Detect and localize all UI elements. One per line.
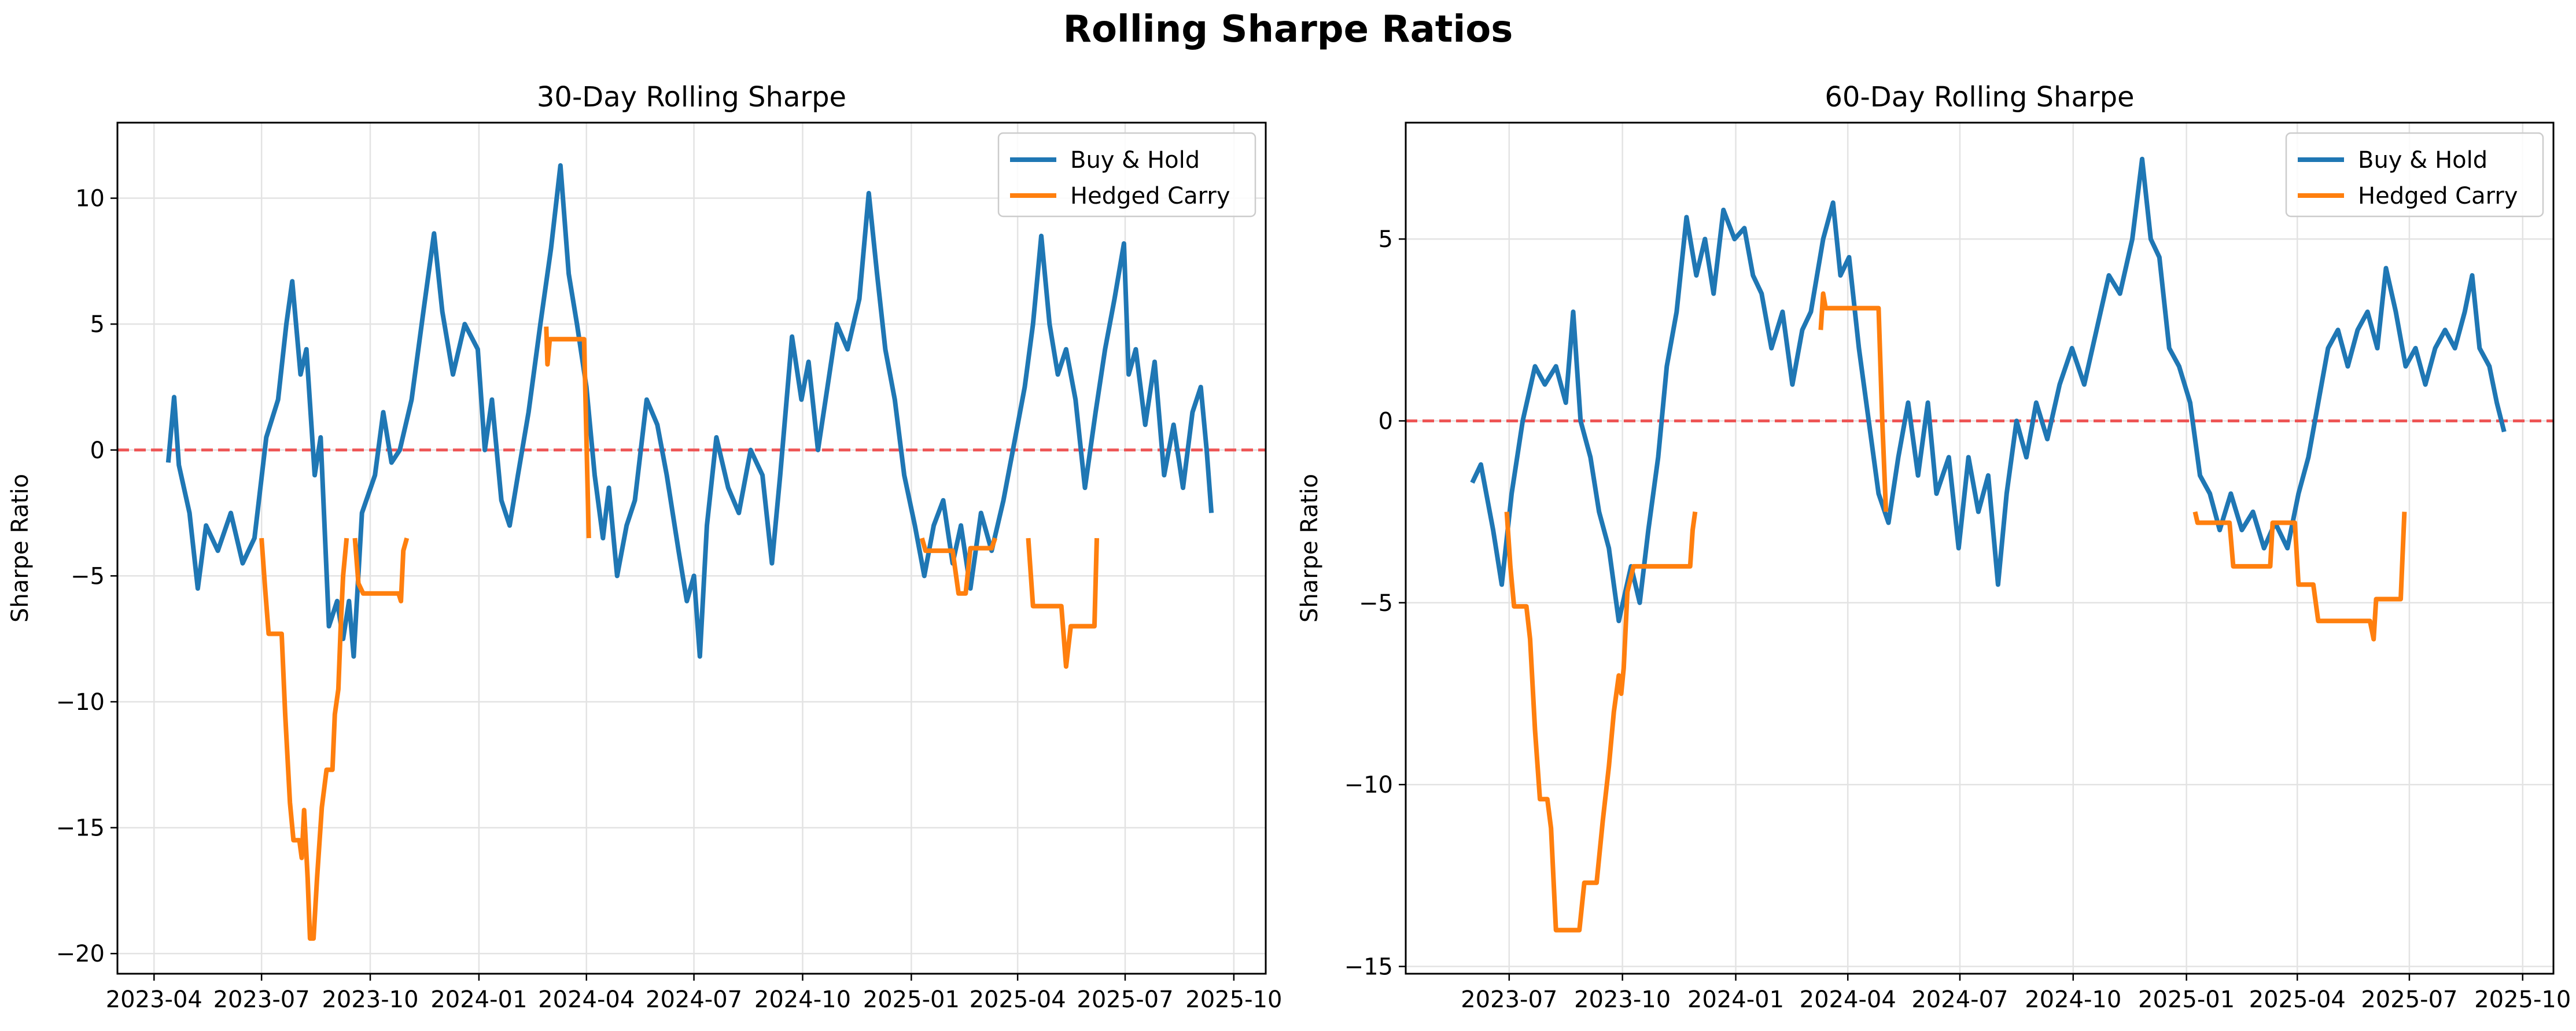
x-tick-label: 2023-04 bbox=[106, 986, 202, 1013]
series-line bbox=[544, 326, 591, 539]
legend-label: Hedged Carry bbox=[1070, 183, 1230, 209]
y-tick-label: 10 bbox=[75, 186, 105, 212]
y-tick-label: −10 bbox=[56, 689, 105, 716]
x-tick-label: 2025-01 bbox=[863, 986, 960, 1013]
x-tick-label: 2024-01 bbox=[1687, 986, 1784, 1013]
y-tick-label: 0 bbox=[90, 437, 105, 464]
x-tick-label: 2024-04 bbox=[1800, 986, 1896, 1013]
x-tick-label: 2024-01 bbox=[430, 986, 527, 1013]
y-tick-label: −20 bbox=[56, 941, 105, 967]
y-tick-label: −5 bbox=[1359, 590, 1393, 617]
series-hedged-carry bbox=[1504, 291, 2407, 933]
legend-box bbox=[2285, 132, 2544, 218]
x-tick-label: 2023-10 bbox=[1574, 986, 1671, 1013]
x-tick-label: 2025-04 bbox=[2249, 986, 2346, 1013]
x-tick-label: 2025-07 bbox=[2361, 986, 2457, 1013]
x-tick-label: 2023-07 bbox=[213, 986, 310, 1013]
legend-label: Buy & Hold bbox=[1070, 147, 1200, 174]
series-buy-and-hold bbox=[1470, 156, 2507, 624]
x-tick-label: 2024-10 bbox=[2025, 986, 2121, 1013]
x-tick-label: 2023-07 bbox=[1461, 986, 1557, 1013]
series-line bbox=[1818, 291, 1889, 512]
series-line bbox=[259, 537, 349, 941]
legend: Buy & Hold Hedged Carry bbox=[997, 132, 1256, 218]
subplot-title: 30-Day Rolling Sharpe bbox=[537, 81, 846, 113]
subplot-1: 2023-04 2023-07 2023-10 2024-01 2024-04 2024-… bbox=[7, 81, 1282, 1013]
series-line bbox=[1504, 511, 1698, 933]
y-axis: −15 −10 −5 0 5 bbox=[1344, 226, 1406, 980]
y-tick-label: −10 bbox=[1344, 772, 1393, 798]
series-line bbox=[165, 163, 1214, 659]
legend: Buy & Hold Hedged Carry bbox=[2285, 132, 2544, 218]
y-axis-label: Sharpe Ratio bbox=[1296, 474, 1323, 623]
gridlines bbox=[1406, 123, 2553, 974]
axes-frame bbox=[116, 121, 1267, 975]
y-axis: −20 −15 −10 −5 0 5 10 bbox=[56, 186, 117, 967]
series-line bbox=[1026, 537, 1099, 669]
figure-title: Rolling Sharpe Ratios bbox=[1063, 8, 1513, 51]
series-buy-and-hold bbox=[165, 163, 1214, 659]
y-axis-label: Sharpe Ratio bbox=[7, 474, 34, 623]
x-tick-label: 2025-01 bbox=[2138, 986, 2235, 1013]
y-tick-label: 5 bbox=[90, 311, 105, 338]
x-tick-label: 2023-10 bbox=[322, 986, 418, 1013]
x-tick-label: 2025-10 bbox=[2474, 986, 2571, 1013]
series-line bbox=[2192, 511, 2407, 642]
legend-label: Buy & Hold bbox=[2358, 147, 2487, 174]
y-tick-label: 5 bbox=[1379, 226, 1393, 253]
y-tick-label: −15 bbox=[56, 815, 105, 842]
series-line bbox=[1470, 156, 2507, 624]
series-line bbox=[352, 537, 410, 603]
series-hedged-carry bbox=[259, 326, 1099, 941]
x-axis: 2023-04 2023-07 2023-10 2024-01 2024-04 2024-… bbox=[106, 974, 1282, 1013]
gridlines bbox=[117, 123, 1266, 974]
legend-label: Hedged Carry bbox=[2358, 183, 2518, 209]
x-tick-label: 2024-10 bbox=[754, 986, 851, 1013]
x-tick-label: 2025-07 bbox=[1077, 986, 1173, 1013]
axes-frame bbox=[1405, 121, 2555, 975]
y-tick-label: −15 bbox=[1344, 953, 1393, 980]
x-tick-label: 2025-04 bbox=[970, 986, 1066, 1013]
subplot-title: 60-Day Rolling Sharpe bbox=[1825, 81, 2134, 113]
subplot-2: 2023-07 2023-10 2024-01 2024-04 2024-07 2024-… bbox=[1296, 81, 2571, 1013]
legend-box bbox=[997, 132, 1256, 218]
x-tick-label: 2024-07 bbox=[1911, 986, 2008, 1013]
y-tick-label: −5 bbox=[71, 563, 105, 590]
y-tick-label: 0 bbox=[1379, 408, 1393, 435]
x-tick-label: 2024-04 bbox=[538, 986, 635, 1013]
series-line bbox=[919, 537, 998, 596]
x-tick-label: 2024-07 bbox=[646, 986, 742, 1013]
x-tick-label: 2025-10 bbox=[1185, 986, 1282, 1013]
x-axis: 2023-07 2023-10 2024-01 2024-04 2024-07 2024-… bbox=[1461, 974, 2571, 1013]
